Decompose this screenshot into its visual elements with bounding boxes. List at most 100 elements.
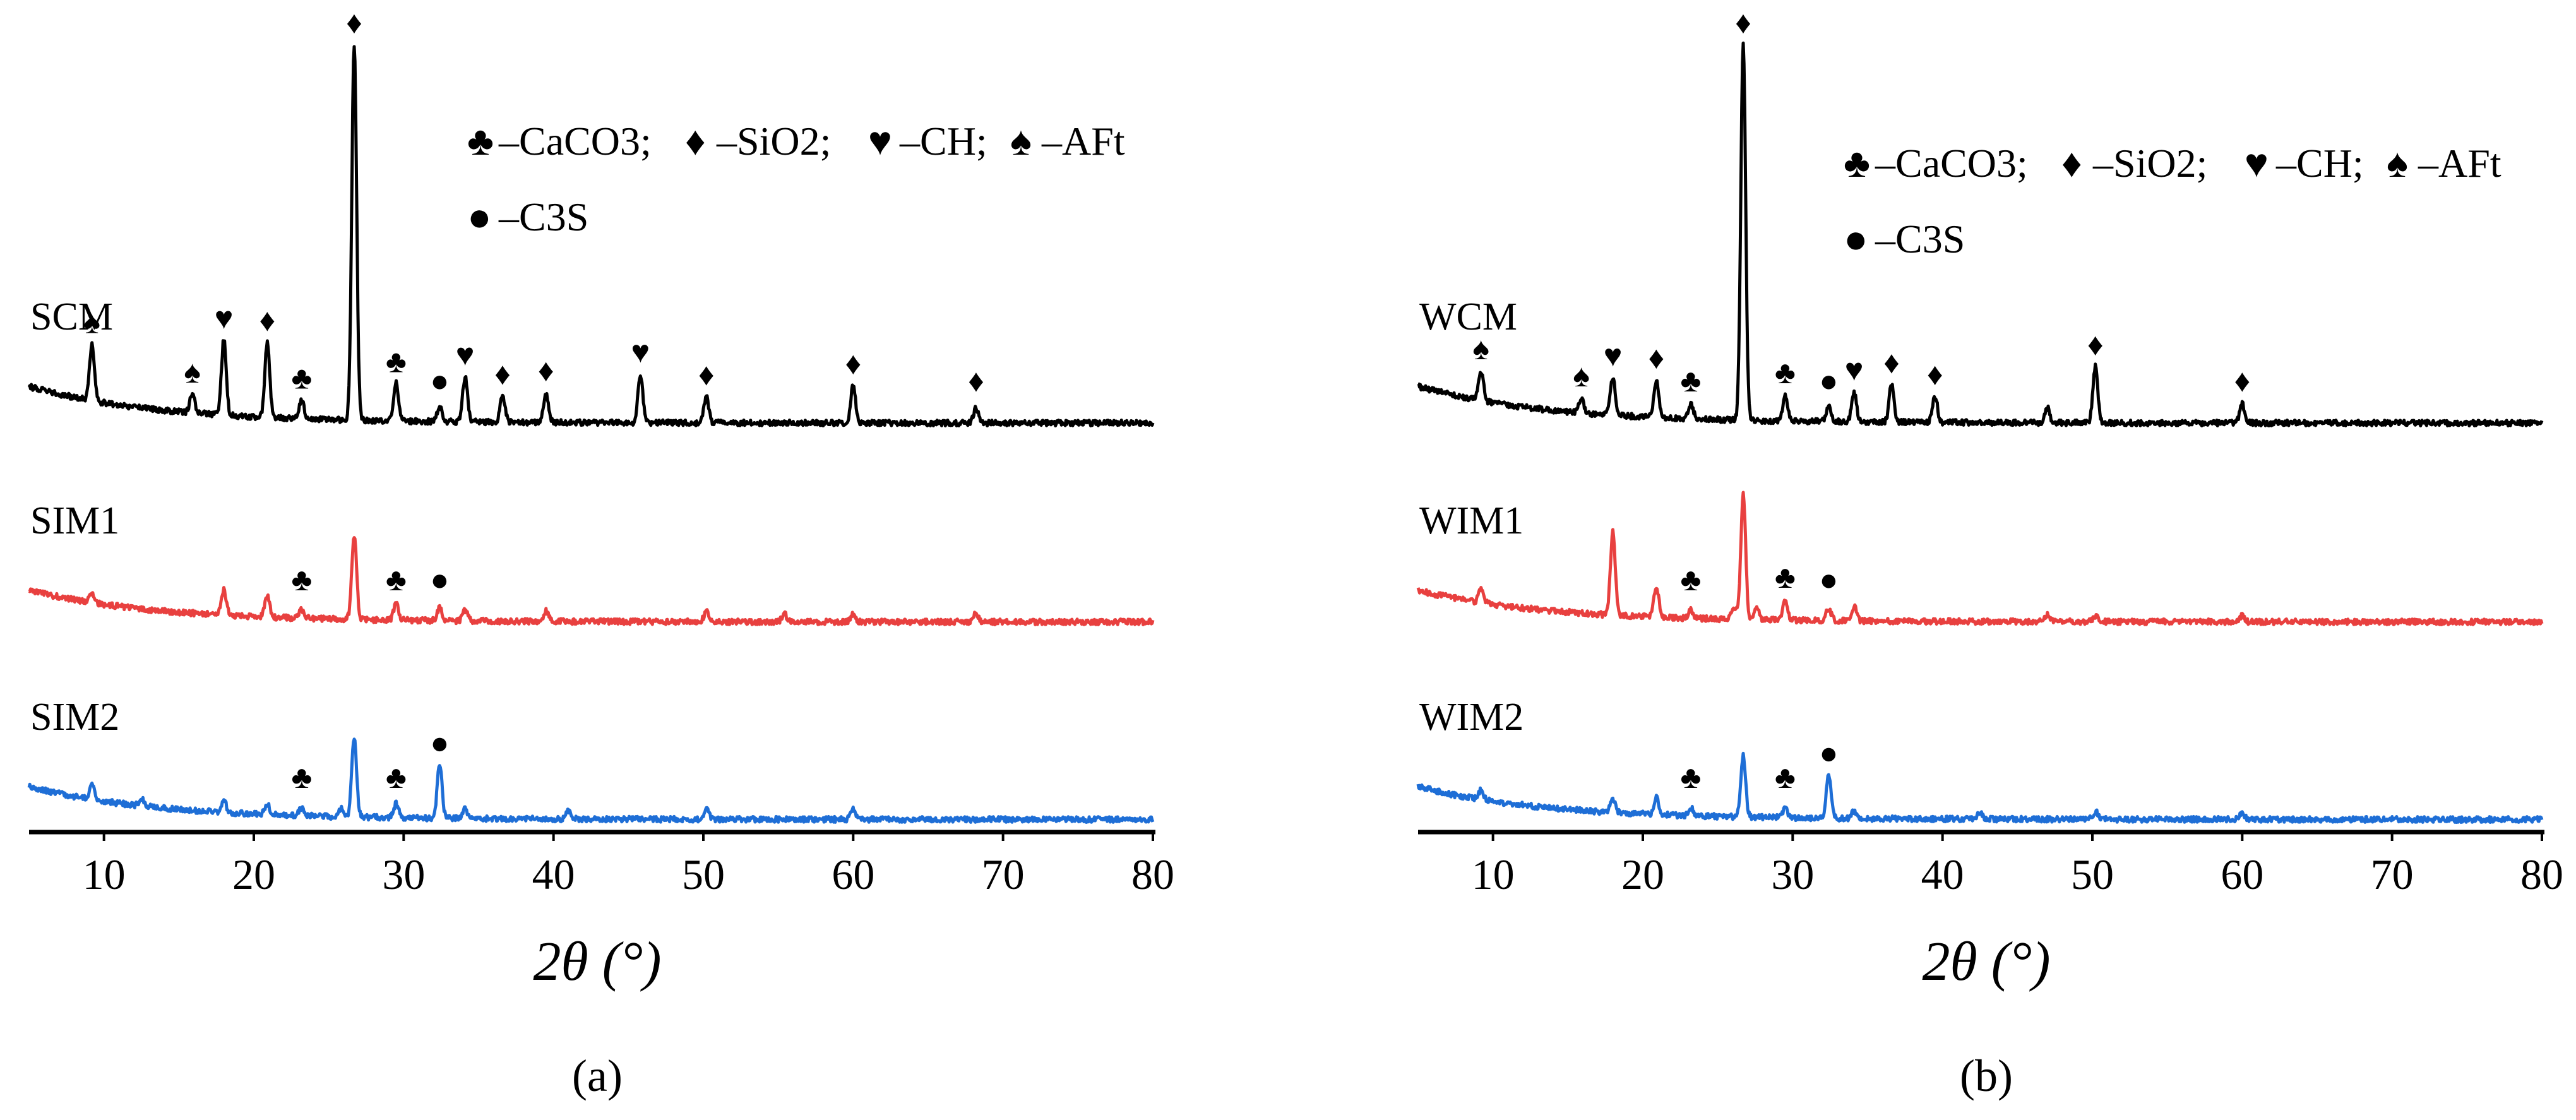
phase-marker: ♦ — [2234, 363, 2251, 398]
legend-item-c3s: ● –C3S — [467, 194, 588, 239]
legend-label: –C3S — [498, 194, 588, 239]
legend-label: –SiO2; — [716, 119, 831, 164]
legend-label: –CaCO3; — [498, 119, 652, 164]
x-tick-label: 40 — [1921, 850, 1964, 898]
phase-marker: ♣ — [292, 562, 313, 597]
legend: ♣ –CaCO3; ♦ –SiO2; ♥ –CH; ♠ –AFt ● –C3S — [1844, 141, 2501, 261]
series-label: WIM2 — [1419, 696, 1524, 739]
series-wim1: WIM1 ♣ ♣ ● — [1416, 491, 2544, 626]
trace-sim2 — [27, 737, 1155, 824]
series-scm: SCM♠♠♥ ♦♣♦♣●♥♦ ♦♥♦ ♦ ♦ — [27, 4, 1155, 427]
phase-marker: ● — [1819, 735, 1838, 770]
legend-symbol: ♦ — [2061, 141, 2082, 186]
trace-scm — [27, 45, 1155, 427]
legend-item-caco3: ♣ –CaCO3; — [1844, 141, 2028, 186]
legend-item-aft: ♠ –AFt — [2387, 141, 2501, 186]
legend-item-ch: ♥ –CH; — [868, 119, 987, 164]
x-axis-title: 2θ (°) — [1922, 931, 2050, 992]
x-tick-label: 60 — [832, 850, 874, 898]
phase-marker: ♠ — [1573, 358, 1590, 393]
legend-item-c3s: ● –C3S — [1844, 217, 1965, 261]
panel-label: (b) — [1960, 1051, 2013, 1101]
legend-item-sio2: ♦ –SiO2; — [685, 119, 831, 164]
phase-marker: ♦ — [845, 345, 862, 381]
phase-marker: ♥ — [1604, 338, 1623, 373]
legend-symbol: ● — [1844, 217, 1868, 261]
x-tick-label: 10 — [1472, 850, 1515, 898]
phase-marker: ♣ — [386, 343, 407, 379]
panel-label: (a) — [572, 1051, 623, 1101]
legend-symbol: ♣ — [1844, 141, 1870, 186]
legend-label: –SiO2; — [2092, 141, 2207, 186]
x-tick-label: 70 — [982, 850, 1025, 898]
x-tick-label: 20 — [232, 850, 275, 898]
legend-label: –CaCO3; — [1875, 141, 2028, 186]
x-tick-label: 50 — [2071, 850, 2114, 898]
phase-marker: ♣ — [1681, 760, 1702, 795]
phase-marker: ♣ — [1681, 562, 1702, 597]
phase-marker: ♣ — [386, 562, 407, 597]
phase-marker: ● — [430, 363, 449, 398]
phase-marker: ♣ — [1775, 760, 1796, 795]
series-sim2: SIM2 ♣ ♣ ● — [27, 696, 1155, 824]
series-label: WIM1 — [1419, 499, 1524, 542]
series-label: SIM1 — [30, 499, 119, 542]
trace-wim2 — [1416, 751, 2544, 824]
series-sim1: SIM1 ♣ ♣ ● — [28, 499, 1155, 626]
phase-marker: ● — [430, 725, 449, 761]
legend-item-sio2: ♦ –SiO2; — [2061, 141, 2207, 186]
phase-marker: ♥ — [1845, 352, 1864, 388]
phase-marker: ♠ — [83, 304, 100, 340]
phase-marker: ● — [1819, 562, 1838, 597]
legend-symbol: ♥ — [868, 119, 892, 164]
series-label: SIM2 — [30, 696, 119, 739]
x-axis-title: 2θ (°) — [533, 931, 661, 992]
phase-marker: ♦ — [538, 352, 554, 388]
phase-marker: ♥ — [215, 300, 234, 335]
legend-item-caco3: ♣ –CaCO3; — [467, 119, 652, 164]
x-tick-label: 70 — [2371, 850, 2414, 898]
x-tick-label: 80 — [1131, 850, 1174, 898]
series-wcm: WCM♠♠♥ ♦♣♦♣ ● ♥ ♦ ♦♦♦ — [1417, 4, 2544, 427]
legend-item-aft: ♠ –AFt — [1010, 119, 1125, 164]
phase-marker: ♣ — [386, 760, 407, 795]
legend-symbol: ● — [467, 194, 492, 239]
phase-marker: ♣ — [1681, 363, 1702, 398]
legend-label: –CH; — [2275, 141, 2364, 186]
phase-marker: ♠ — [184, 354, 201, 390]
trace-sim1 — [28, 536, 1155, 626]
phase-marker: ● — [1819, 363, 1838, 398]
phase-marker: ♦ — [968, 363, 984, 398]
phase-marker: ♦ — [2087, 326, 2104, 362]
x-tick-label: 30 — [1771, 850, 1814, 898]
series-wim2: WIM2 ♣ ♣ ● — [1416, 696, 2544, 824]
legend-label: –AFt — [2418, 141, 2501, 186]
phase-marker: ♦ — [346, 4, 362, 40]
legend-symbol: ♥ — [2245, 141, 2269, 186]
x-tick-label: 40 — [532, 850, 575, 898]
phase-marker: ♣ — [292, 360, 313, 395]
phase-marker: ♠ — [1472, 331, 1489, 366]
legend-symbol: ♠ — [2387, 141, 2408, 186]
phase-marker: ♦ — [698, 357, 715, 392]
phase-marker: ♦ — [259, 302, 276, 338]
legend-symbol: ♠ — [1010, 119, 1032, 164]
legend: ♣ –CaCO3; ♦ –SiO2; ♥ –CH; ♠ –AFt ● –C3S — [467, 119, 1125, 239]
x-tick-label: 80 — [2520, 850, 2563, 898]
phase-marker: ♥ — [631, 334, 650, 369]
x-tick-label: 10 — [83, 850, 126, 898]
x-tick-label: 60 — [2221, 850, 2263, 898]
legend-label: –AFt — [1041, 119, 1125, 164]
series-label: SCM — [30, 295, 113, 338]
x-tick-label: 50 — [682, 850, 725, 898]
phase-marker: ♦ — [494, 356, 511, 391]
series-label: WCM — [1419, 295, 1517, 338]
legend-item-ch: ♥ –CH; — [2245, 141, 2364, 186]
phase-marker: ♣ — [1775, 355, 1796, 390]
legend-label: –C3S — [1875, 217, 1965, 261]
phase-marker: ♥ — [456, 337, 475, 372]
phase-marker: ♣ — [292, 760, 313, 795]
